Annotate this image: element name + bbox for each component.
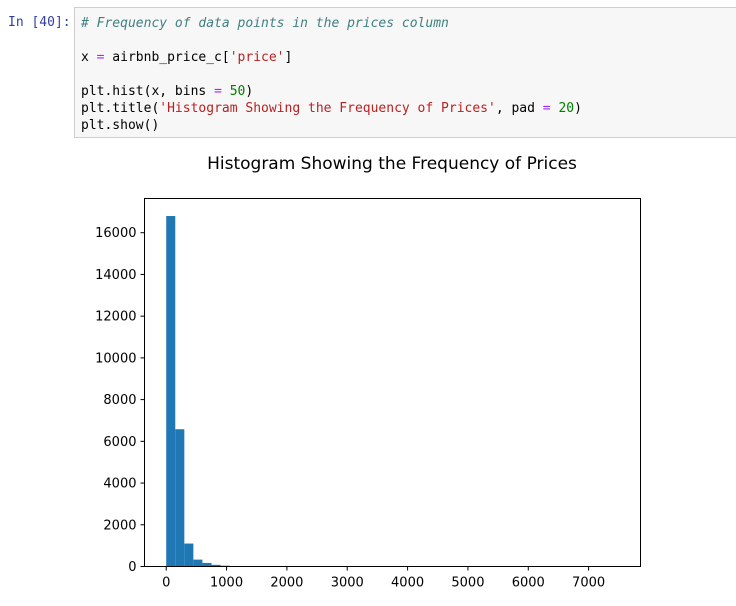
code-token: ) (245, 84, 253, 99)
y-tick-label: 12000 (95, 310, 136, 325)
y-tick-label: 16000 (95, 226, 136, 241)
code-token: airbnb_price_c[ (104, 50, 229, 65)
histogram-chart: Histogram Showing the Frequency of Price… (74, 140, 736, 602)
cell-output: Histogram Showing the Frequency of Price… (74, 140, 736, 602)
histogram-bar (202, 563, 211, 567)
code-operator: = (543, 101, 551, 116)
histogram-bar (193, 560, 202, 567)
plot-frame (145, 199, 641, 567)
x-tick-label: 3000 (331, 576, 364, 591)
y-tick-label: 4000 (103, 477, 136, 492)
code-comment: # Frequency of data points in the prices… (81, 16, 449, 31)
code-token: ] (285, 50, 293, 65)
histogram-bar (175, 429, 184, 566)
code-token: plt.title( (81, 101, 159, 116)
y-tick-label: 14000 (95, 268, 136, 283)
x-tick-label: 4000 (391, 576, 424, 591)
code-token (222, 84, 230, 99)
histogram-bar (184, 544, 193, 567)
y-tick-label: 10000 (95, 351, 136, 366)
x-tick-label: 1000 (210, 576, 243, 591)
y-tick-label: 8000 (103, 393, 136, 408)
code-cell-editor[interactable]: # Frequency of data points in the prices… (74, 7, 736, 138)
x-tick-label: 5000 (451, 576, 484, 591)
code-token: , pad (496, 101, 543, 116)
code-token: plt.show() (81, 118, 159, 133)
cell-prompt: In [40]: (8, 15, 72, 30)
y-tick-label: 6000 (103, 435, 136, 450)
code-text[interactable]: # Frequency of data points in the prices… (81, 15, 582, 134)
code-token: x (81, 50, 97, 65)
x-tick-label: 0 (162, 576, 170, 591)
x-tick-label: 7000 (572, 576, 605, 591)
code-token: plt.hist(x, bins (81, 84, 214, 99)
x-tick-label: 6000 (512, 576, 545, 591)
y-tick-label: 2000 (103, 518, 136, 533)
chart-title: Histogram Showing the Frequency of Price… (207, 154, 577, 174)
code-operator: = (214, 84, 222, 99)
code-string: 'price' (230, 50, 285, 65)
histogram-bar (166, 216, 175, 566)
code-number: 20 (558, 101, 574, 116)
code-number: 50 (230, 84, 246, 99)
y-tick-label: 0 (128, 560, 136, 575)
code-string: 'Histogram Showing the Frequency of Pric… (159, 101, 496, 116)
code-token: ) (574, 101, 582, 116)
x-tick-label: 2000 (270, 576, 303, 591)
